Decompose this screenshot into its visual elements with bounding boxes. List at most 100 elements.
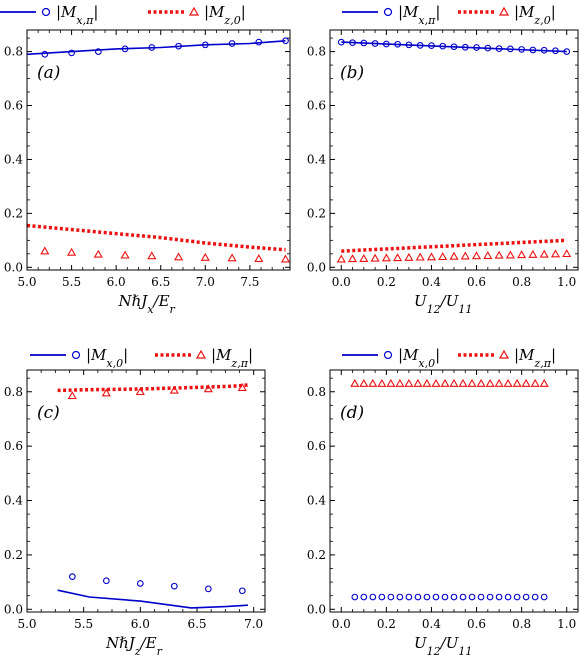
data-point-triangle (426, 252, 437, 261)
y-tick-label: 0.4 (307, 494, 326, 508)
data-point-circle (450, 43, 458, 51)
data-point-circle (432, 593, 440, 601)
data-point-triangle (505, 250, 515, 259)
y-tick-label: 0.0 (307, 602, 326, 616)
data-point-triangle (200, 252, 210, 261)
data-point-triangle (347, 254, 358, 263)
label-part: | (93, 3, 98, 21)
data-point-circle (378, 593, 386, 601)
panel-label: (c) (37, 403, 60, 423)
label-part: U (414, 634, 428, 652)
x-tick-label: 7.5 (240, 275, 259, 289)
label-part: 11 (458, 645, 472, 658)
label-part: x (147, 303, 154, 316)
legend-label-1: |Mx,0| (86, 346, 128, 370)
data-point-triangle (431, 378, 441, 387)
label-part: | (248, 346, 253, 364)
data-point-circle (473, 44, 480, 51)
x-tick-label: 0.4 (422, 275, 441, 289)
data-point-triangle (135, 387, 145, 396)
legend-label-2: |Mz,0| (204, 3, 246, 27)
data-point-triangle (381, 253, 391, 262)
label-part: 12 (427, 645, 441, 658)
data-point-circle (522, 593, 530, 601)
data-point-triangle (393, 253, 403, 262)
data-point-circle (175, 42, 182, 50)
data-point-circle (94, 48, 102, 55)
x-axis-label: NℏJx/Er (118, 292, 176, 316)
data-point-circle (529, 46, 537, 54)
x-tick-label: 0.6 (467, 617, 486, 631)
data-point-triangle (503, 378, 513, 387)
label-part: z,π (230, 357, 248, 370)
chart-panel-4: 0.0 0.2 0.4 0.6 0.8 1.0 0.0 0.2 0.4 0.6 0.8 (d) U12/… (307, 346, 579, 658)
data-point-circle (349, 39, 356, 47)
x-axis-label: U12/U11 (414, 292, 472, 316)
label-part: x,π (76, 14, 94, 27)
label-part: 12 (427, 303, 441, 316)
data-point-circle (369, 593, 377, 601)
label-part: | (551, 346, 556, 364)
data-point-triangle (404, 252, 414, 261)
label-part: z,π (533, 357, 551, 370)
x-tick-label: 5.5 (62, 275, 81, 289)
data-point-triangle (562, 249, 572, 258)
data-point-circle (495, 45, 503, 52)
series-line-red (341, 238, 567, 253)
series-line-blue (341, 41, 567, 53)
data-point-triangle (101, 388, 111, 397)
data-point-circle (405, 41, 413, 49)
plot-frame (26, 29, 291, 271)
x-tick-label: 0.0 (332, 617, 351, 631)
series-line-blue (57, 589, 249, 609)
data-point-circle (461, 43, 469, 51)
label-part: x,0 (418, 357, 435, 370)
x-tick-label: 5.5 (74, 617, 93, 631)
data-point-triangle (203, 384, 213, 393)
label-part: z (134, 645, 141, 658)
chart-panel-1: 5.0 5.5 6.0 6.5 7.0 7.50.00.20.40.60.8(a)NℏJx… (0, 3, 291, 316)
data-point-triangle (359, 253, 369, 262)
legend-marker-circle (71, 350, 81, 360)
x-tick-label: 7.0 (244, 617, 263, 631)
data-point-triangle (458, 378, 468, 387)
data-point-triangle (227, 253, 237, 262)
x-tick-label: 0.2 (377, 275, 396, 289)
label-part: x,0 (106, 357, 123, 370)
data-point-circle (396, 593, 404, 601)
data-point-circle (41, 50, 49, 58)
data-point-circle (450, 593, 458, 601)
data-point-circle (414, 593, 422, 601)
data-point-triangle (67, 391, 77, 400)
data-point-triangle (476, 378, 486, 387)
label-part: |M (86, 346, 107, 364)
data-point-circle (360, 593, 368, 601)
y-tick-label: 0.8 (307, 45, 326, 59)
data-point-triangle (449, 251, 459, 260)
data-point-circle (136, 580, 144, 587)
data-point-triangle (336, 254, 346, 263)
x-tick-label: 6.0 (107, 275, 126, 289)
legend-marker-triangle (498, 349, 510, 359)
y-tick-label: 0.2 (4, 206, 23, 220)
x-tick-label: 0.2 (377, 617, 396, 631)
series-line-red (26, 223, 286, 252)
label-part: | (551, 3, 556, 21)
data-point-triangle (147, 251, 157, 260)
x-tick-label: 5.0 (17, 275, 36, 289)
data-point-triangle (539, 249, 549, 258)
label-part: z,0 (223, 14, 240, 27)
data-point-circle (238, 587, 246, 595)
label-part: /E (139, 634, 157, 652)
x-tick-label: 1.0 (557, 275, 576, 289)
data-point-triangle (494, 250, 504, 259)
y-tick-label: 0.4 (307, 152, 326, 166)
data-point-triangle (120, 250, 130, 259)
data-point-circle (405, 593, 413, 601)
data-point-triangle (415, 252, 425, 261)
data-point-circle (513, 593, 521, 601)
data-point-triangle (386, 378, 396, 387)
data-point-triangle (471, 251, 482, 260)
legend-marker-circle (41, 7, 51, 17)
